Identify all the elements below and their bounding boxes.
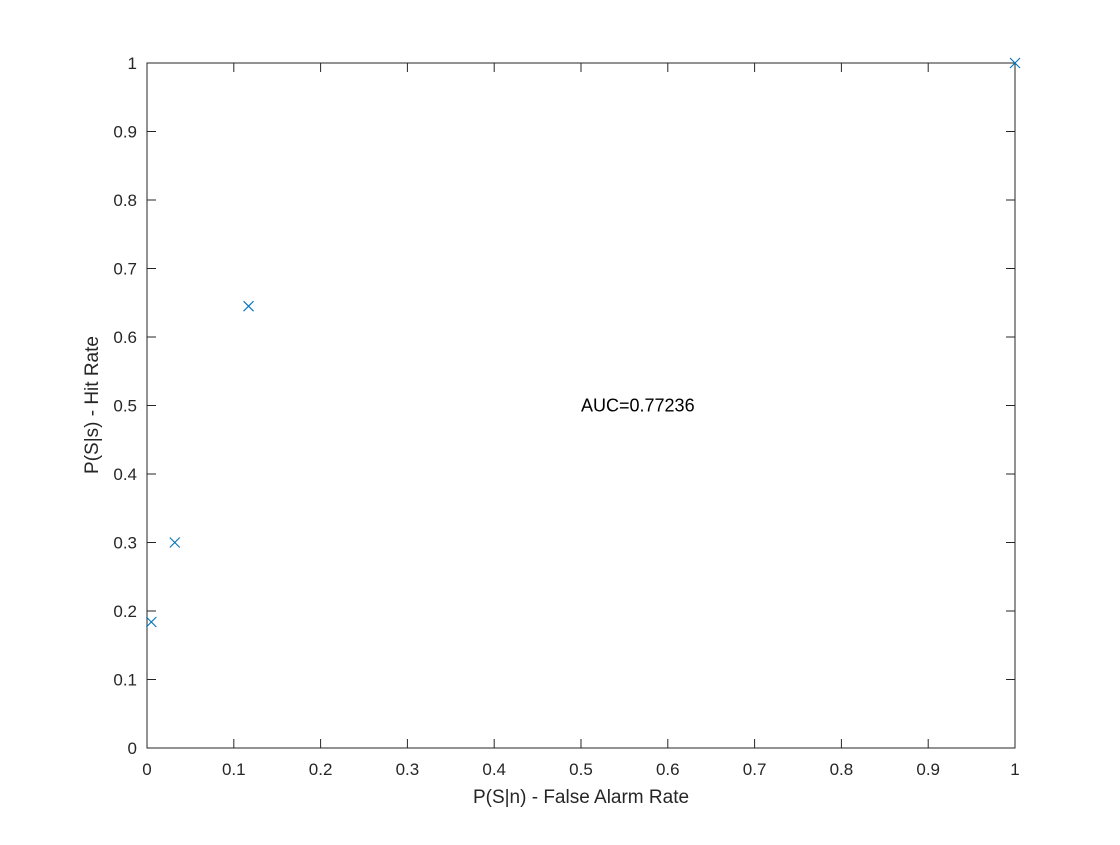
- y-tick-label: 0.5: [113, 397, 137, 416]
- x-tick-label: 0.9: [916, 760, 940, 779]
- y-tick-label: 0.1: [113, 671, 137, 690]
- x-axis-label: P(S|n) - False Alarm Rate: [473, 787, 689, 808]
- y-tick-label: 0.8: [113, 191, 137, 210]
- y-tick-label: 0.2: [113, 602, 137, 621]
- x-tick-label: 0.8: [830, 760, 854, 779]
- y-tick-label: 0.9: [113, 123, 137, 142]
- x-tick-label: 0.7: [743, 760, 767, 779]
- annotations: AUC=0.77236: [581, 396, 695, 416]
- x-tick-label: 0.3: [396, 760, 420, 779]
- data-point-marker: [1009, 57, 1021, 69]
- y-tick-label: 1: [128, 54, 137, 73]
- y-tick-label: 0.3: [113, 534, 137, 553]
- y-axis-label: P(S|s) - Hit Rate: [82, 336, 103, 474]
- auc-annotation: AUC=0.77236: [581, 396, 695, 416]
- x-tick-label: 0.4: [482, 760, 506, 779]
- x-tick-label: 1: [1010, 760, 1019, 779]
- x-tick-label: 0: [142, 760, 151, 779]
- y-tick-label: 0: [128, 739, 137, 758]
- x-tick-label: 0.1: [222, 760, 246, 779]
- data-point-marker: [243, 300, 254, 312]
- data-markers: [145, 57, 1021, 628]
- x-tick-label: 0.2: [309, 760, 333, 779]
- y-tick-label: 0.7: [113, 260, 137, 279]
- x-axis-ticks: 0 0.1 0.2 0.3 0.4 0.5 0.6 0.7 0.8 0.9 1: [142, 63, 1020, 779]
- x-tick-label: 0.5: [569, 760, 593, 779]
- y-tick-label: 0.6: [113, 328, 137, 347]
- x-tick-label: 0.6: [656, 760, 680, 779]
- data-point-marker: [145, 616, 157, 628]
- data-point-marker: [169, 537, 181, 548]
- y-tick-label: 0.4: [113, 465, 137, 484]
- axes-box: [146, 62, 1016, 749]
- y-axis-ticks: 0 0.1 0.2 0.3 0.4 0.5 0.6 0.7 0.8 0.9 1: [113, 54, 1015, 758]
